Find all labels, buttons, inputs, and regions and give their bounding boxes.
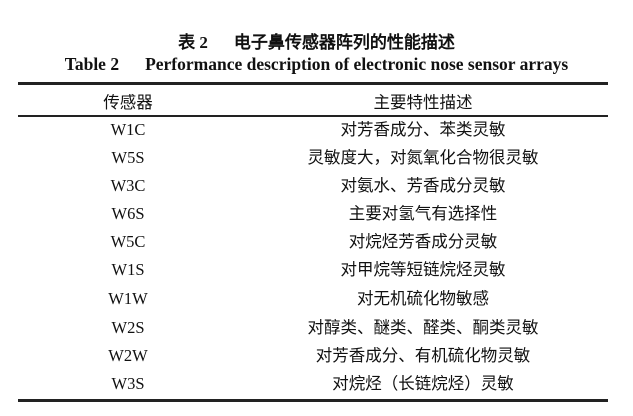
sensor-cell: W1W [108,289,148,308]
description-cell: 对烷烃芳香成分灵敏 [348,232,498,251]
description-cell: 对氨水、芳香成分灵敏 [340,176,506,195]
sensor-cell: W1C [110,120,146,139]
header-rule [18,115,608,117]
description-cell: 对无机硫化物敏感 [357,289,489,308]
header-description: 主要特性描述 [373,93,473,112]
table-row: W1S 对甲烷等短链烷烃灵敏 [18,256,608,284]
table-title-cn: 电子鼻传感器阵列的性能描述 [233,33,455,52]
sensor-cell: W6S [111,204,145,223]
description-cell: 对芳香成分、有机硫化物灵敏 [315,346,531,365]
table-row: W2W 对芳香成分、有机硫化物灵敏 [18,342,608,370]
description-cell: 灵敏度大，对氮氧化合物很灵敏 [307,148,539,167]
description-cell: 主要对氢气有选择性 [348,204,498,223]
table-row: W3C 对氨水、芳香成分灵敏 [18,172,608,200]
bottom-rule [18,399,608,402]
table-row: W1C 对芳香成分、苯类灵敏 [18,116,608,144]
table-caption-chinese: 表 2 电子鼻传感器阵列的性能描述 [0,28,633,53]
sensor-cell: W2W [108,346,148,365]
table-row: W2S 对醇类、醚类、醛类、酮类灵敏 [18,314,608,342]
table-row: W3S 对烷烃（长链烷烃）灵敏 [18,370,608,398]
header-sensor: 传感器 [103,93,153,112]
sensor-cell: W2S [111,318,145,337]
table-title-en: Performance description of electronic no… [145,54,569,74]
description-cell: 对醇类、醚类、醛类、酮类灵敏 [307,318,539,337]
sensor-cell: W3S [111,374,145,393]
description-cell: 对烷烃（长链烷烃）灵敏 [332,374,514,393]
table-label-en: Table 2 [64,54,120,74]
sensor-cell: W3C [110,176,146,195]
table-row: W5S 灵敏度大，对氮氧化合物很灵敏 [18,144,608,172]
top-rule [18,82,608,85]
table-row: W1W 对无机硫化物敏感 [18,285,608,313]
description-cell: 对芳香成分、苯类灵敏 [340,120,506,139]
table-row: W6S 主要对氢气有选择性 [18,200,608,228]
table-label-cn: 表 2 [178,33,208,52]
sensor-cell: W5C [110,232,146,251]
sensor-cell: W1S [111,260,145,279]
table-caption-english: Table 2 Performance description of electr… [0,54,633,75]
sensor-cell: W5S [111,148,145,167]
description-cell: 对甲烷等短链烷烃灵敏 [340,260,506,279]
table-row: W5C 对烷烃芳香成分灵敏 [18,228,608,256]
table-header-row: 传感器 主要特性描述 [18,89,608,117]
